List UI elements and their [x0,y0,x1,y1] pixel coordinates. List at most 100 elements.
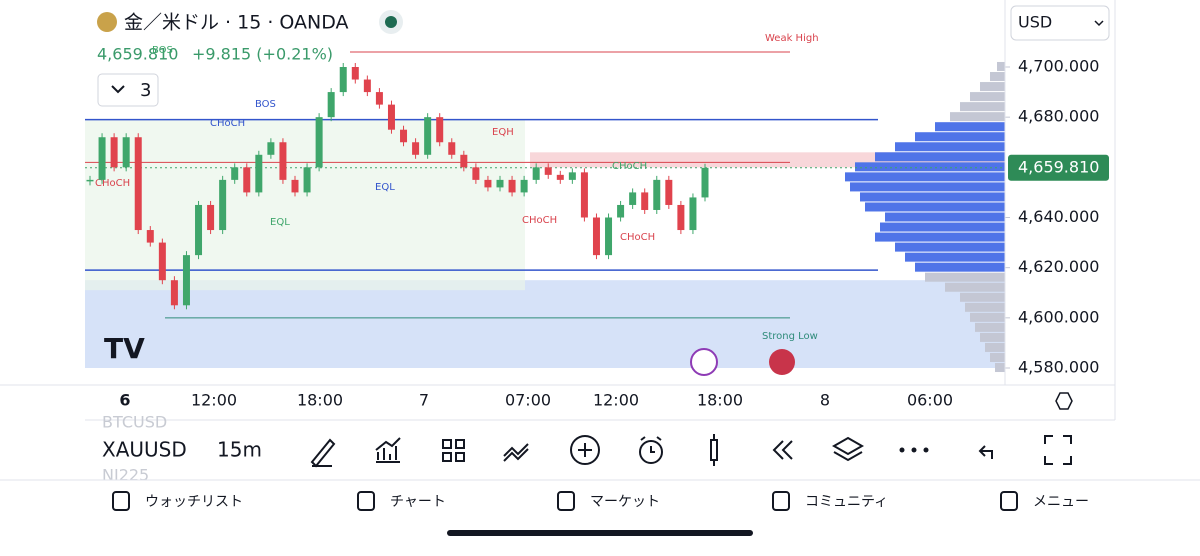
candle [279,142,287,180]
volume-bar [995,362,1005,373]
candle [339,67,347,93]
more-icon[interactable] [899,447,905,453]
candle [580,172,588,218]
change: +9.815 (+0.21%) [192,45,333,64]
x-tick-label: 8 [820,391,830,410]
candle [207,204,215,231]
volume-bar [950,112,1005,122]
x-tick-label: 18:00 [697,391,743,410]
candle [496,179,504,188]
nav-icon [557,491,575,511]
candle-icon[interactable] [710,434,718,466]
candle [653,179,661,210]
annotation: CHoCH [210,118,245,129]
undo-icon[interactable] [978,445,993,459]
candle [182,255,190,306]
compare-icon[interactable] [503,443,529,462]
add-icon[interactable] [570,435,600,465]
replay-icon[interactable] [772,440,793,460]
volume-bar [997,61,1005,72]
annotation: CHoCH [620,232,655,243]
candle [400,129,408,143]
candle [315,117,323,168]
demand-zone [85,280,1005,368]
y-tick-label: 4,620.000 [1018,257,1099,276]
candle [243,167,251,193]
candle [98,137,106,180]
candle [195,204,203,256]
candle [508,179,516,193]
nav-item[interactable]: ウォッチリスト [145,494,243,510]
volume-bar [865,202,1005,212]
interval[interactable]: 15m [217,438,262,462]
volume-bar [855,162,1005,172]
last-price-label: 4,659.810 [1018,157,1099,176]
symbol-title[interactable]: 金／米ドル · 15 · OANDA [124,12,349,34]
draw-icon[interactable] [310,438,336,468]
nav-item[interactable]: チャート [390,494,446,510]
volume-bar [875,232,1005,242]
volume-bar [895,242,1005,252]
volume-bar [895,142,1005,152]
nav-item[interactable]: メニュー [1033,494,1089,510]
x-tick-label: 06:00 [907,391,953,410]
candle [556,174,564,180]
nav-icon [112,491,130,511]
layout-icon[interactable] [442,439,465,462]
prev-symbol: BTCUSD [102,413,167,432]
x-tick-label: 6 [119,391,130,410]
candle [110,137,118,168]
x-tick-label: 18:00 [297,391,343,410]
volume-bar [915,262,1005,272]
x-tick-label: 07:00 [505,391,551,410]
nav-item[interactable]: コミュニティ [805,494,888,510]
volume-bar [990,72,1005,82]
price: 4,659.810 [97,45,178,64]
volume-bar [990,352,1005,362]
candle [460,154,468,168]
annotation: BOS [255,99,276,110]
candle [351,67,359,80]
fullscreen-icon[interactable] [1044,435,1072,465]
candle [219,179,227,231]
candle [303,167,311,193]
settings-icon[interactable] [1055,392,1073,410]
currency-select[interactable] [1010,5,1110,41]
chevron [1094,20,1104,27]
indicator-toggle[interactable] [97,73,159,107]
annotation: EQH [492,127,514,138]
candle [170,280,178,306]
candle [424,117,432,155]
volume-bar [845,172,1005,182]
event-icon[interactable] [769,349,795,375]
volume-bar [945,282,1005,292]
volume-bar [975,322,1005,332]
candle [472,167,480,180]
candle [484,179,492,188]
candle [701,167,709,198]
volume-bar [960,292,1005,302]
candle [689,197,697,231]
alert-icon[interactable] [639,440,663,464]
annotation: BOS [152,45,173,56]
indicator-icon[interactable] [375,437,401,463]
y-tick-label: 4,580.000 [1018,358,1099,377]
layers-icon[interactable] [831,436,865,462]
weak-high-label: Weak High [765,33,819,44]
symbol[interactable]: XAUUSD [102,438,187,462]
candle [231,167,239,180]
range-box [85,119,525,291]
volume-bar [850,182,1005,192]
chevron [111,85,125,94]
nav-icon [1000,491,1018,511]
candle [520,179,528,193]
y-tick-label: 4,680.000 [1018,107,1099,126]
currency: USD [1018,13,1052,32]
volume-bar [905,252,1005,262]
nav-item[interactable]: マーケット [590,494,660,510]
volume-bar [925,272,1005,282]
volume-bar [880,222,1005,232]
event-icon[interactable] [690,348,718,376]
